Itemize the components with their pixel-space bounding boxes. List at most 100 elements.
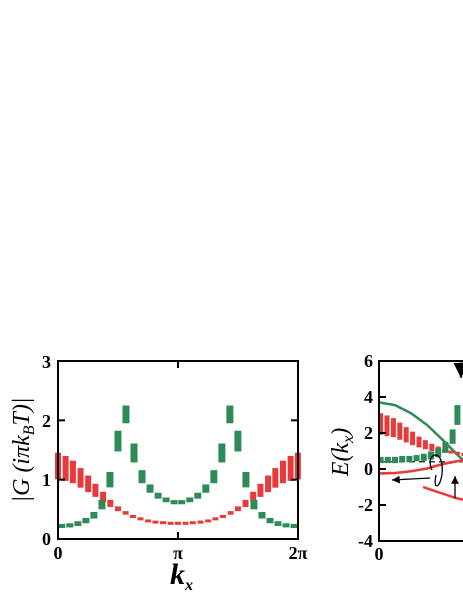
green-marker: [379, 456, 384, 464]
green-marker: [90, 512, 98, 519]
right-ytick-neg2: -2: [358, 495, 373, 515]
green-marker: [282, 523, 290, 528]
red-marker: [454, 451, 460, 455]
right-ytick-6: 6: [364, 351, 373, 371]
green-marker: [146, 484, 154, 493]
green-marker: [194, 492, 202, 499]
left-chart: 3 2 1 0 0 π 2π kx |G (iπkBT)|: [9, 352, 308, 594]
green-marker: [428, 451, 434, 460]
green-marker: [98, 499, 106, 510]
red-marker: [390, 418, 396, 438]
red-marker: [403, 427, 409, 443]
green-marker: [454, 405, 461, 425]
red-marker: [461, 452, 463, 456]
green-marker: [250, 499, 258, 510]
red-marker: [242, 499, 249, 507]
red-marker: [122, 511, 129, 515]
green-marker: [186, 497, 194, 503]
green-marker: [66, 523, 74, 528]
red-marker: [384, 415, 390, 437]
red-marker: [85, 475, 92, 493]
red-marker: [257, 483, 264, 497]
left-ytick-2: 2: [42, 411, 51, 431]
green-marker: [290, 523, 298, 529]
red-marker: [69, 460, 76, 484]
red-marker: [77, 468, 84, 488]
right-tick-marks: [378, 360, 386, 542]
red-marker: [92, 483, 99, 497]
red-marker: [100, 491, 107, 502]
red-marker: [416, 436, 422, 448]
green-marker: [266, 517, 274, 524]
green-marker: [138, 470, 146, 484]
left-xtick-2pi: 2π: [289, 543, 308, 563]
right-ytick-2: 2: [364, 423, 373, 443]
red-curve: [379, 459, 463, 475]
right-ytick-0: 0: [364, 459, 373, 479]
red-marker: [410, 431, 416, 446]
green-marker: [170, 500, 178, 505]
green-marker: [406, 455, 413, 463]
red-marker: [114, 506, 121, 512]
left-tick-marks: [57, 360, 299, 540]
green-marker: [178, 500, 186, 505]
right-chart-marks: [379, 362, 463, 501]
left-ytick-3: 3: [42, 352, 51, 372]
red-marker: [197, 520, 204, 524]
red-marker: [189, 521, 196, 525]
green-marker: [58, 523, 66, 529]
left-ytick-0: 0: [42, 529, 51, 549]
red-marker: [227, 511, 234, 515]
red-marker: [279, 460, 286, 484]
red-marker: [129, 514, 136, 518]
red-marker: [152, 520, 159, 524]
red-marker: [62, 455, 69, 481]
green-marker: [392, 456, 398, 464]
red-marker: [422, 440, 428, 450]
red-marker: [220, 514, 227, 518]
green-marker: [435, 448, 442, 458]
red-marker: [160, 521, 167, 525]
green-marker: [258, 512, 266, 519]
red-marker: [234, 506, 241, 512]
red-marker: [379, 413, 384, 435]
green-marker: [413, 455, 420, 462]
red-marker: [287, 455, 294, 481]
left-xtick-0: 0: [54, 543, 63, 563]
right-chart: 6 4 2 0 -2 -4 0 E(kx): [328, 351, 463, 564]
red-marker: [145, 519, 152, 523]
green-marker: [74, 521, 82, 526]
green-marker: [122, 405, 130, 424]
green-marker: [399, 455, 406, 463]
red-curve: [422, 485, 463, 501]
right-plot-frame: [378, 360, 463, 542]
green-curve: [379, 401, 463, 462]
green-marker: [162, 497, 170, 503]
red-marker: [448, 450, 454, 454]
annotation-loop: [429, 454, 443, 487]
right-ytick-neg4: -4: [358, 531, 373, 551]
green-marker: [106, 471, 114, 488]
left-xtick-pi: π: [173, 543, 183, 563]
green-marker: [218, 443, 226, 463]
green-marker: [449, 429, 456, 444]
red-marker: [272, 468, 279, 488]
red-marker: [429, 443, 435, 451]
red-marker: [167, 521, 174, 525]
left-chart-marks: [55, 405, 301, 529]
left-ytick-1: 1: [42, 470, 51, 490]
red-marker: [250, 491, 257, 502]
green-marker: [226, 405, 234, 424]
red-marker: [212, 517, 219, 521]
right-xtick-0: 0: [375, 544, 384, 564]
left-xlabel: kx: [170, 558, 193, 594]
green-marker: [114, 430, 122, 452]
red-marker: [174, 521, 181, 525]
green-marker: [442, 442, 449, 453]
green-marker: [202, 484, 210, 493]
left-ylabel: |G (iπkBT)|: [9, 398, 38, 503]
green-marker: [420, 453, 427, 461]
green-marker: [210, 470, 218, 484]
green-marker: [242, 471, 250, 488]
